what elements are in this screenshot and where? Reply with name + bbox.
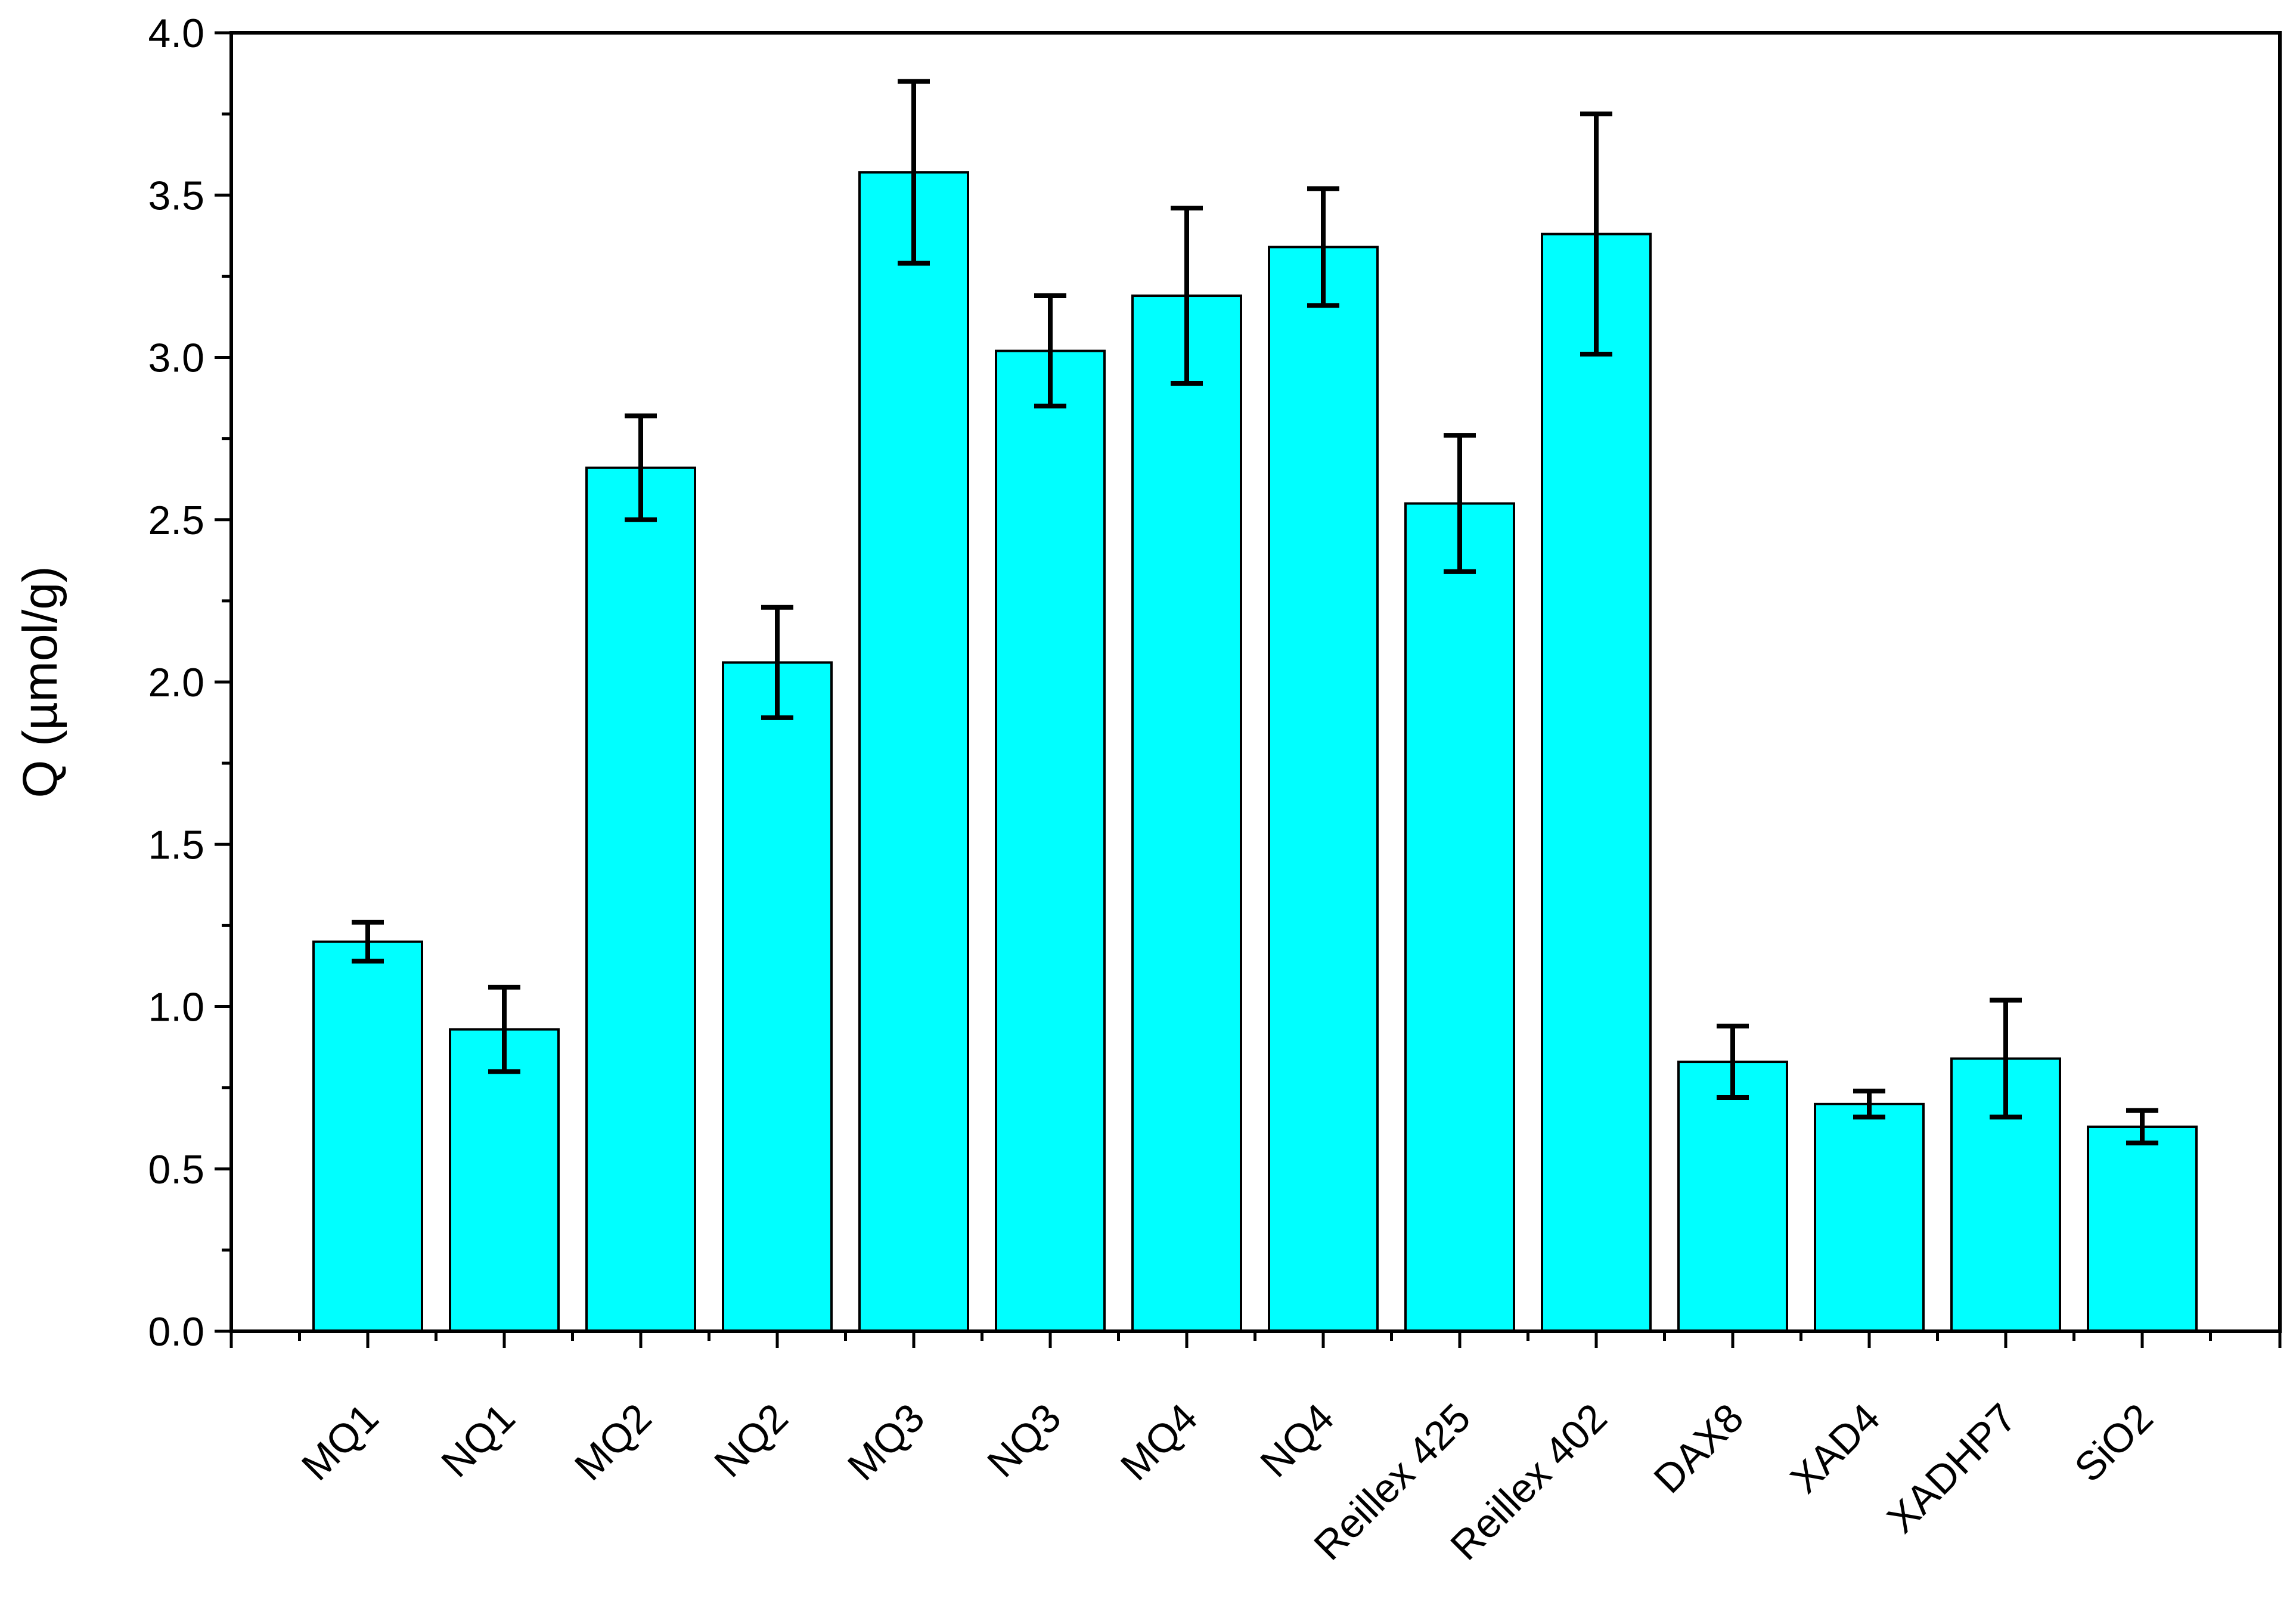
y-tick-label: 1.0 — [148, 985, 204, 1030]
x-tick-label: MQ1 — [293, 1395, 387, 1489]
error-bars-group — [352, 79, 2158, 1146]
bar-mq4 — [1131, 295, 1242, 1332]
y-tick-label: 3.0 — [148, 336, 204, 381]
bar-nq4 — [1268, 246, 1379, 1332]
y-tick-label: 2.0 — [148, 660, 204, 705]
y-tick-label: 0.5 — [148, 1147, 204, 1192]
bar-nq3 — [995, 349, 1106, 1332]
x-tick-label: XAD4 — [1782, 1395, 1888, 1502]
bar-sio2 — [2087, 1125, 2198, 1332]
y-tick-label: 2.5 — [148, 498, 204, 543]
x-tick-label: XADHP7 — [1878, 1395, 2025, 1542]
x-tick-label: MQ4 — [1112, 1395, 1206, 1489]
bar-nq1 — [449, 1028, 560, 1332]
y-axis-label: Q (µmol/g) — [13, 566, 67, 798]
y-tick-label: 1.5 — [148, 822, 204, 867]
y-tick-label: 4.0 — [148, 11, 204, 56]
bars-group — [312, 171, 2198, 1333]
bar-reillex-402 — [1541, 233, 1652, 1333]
x-tick-label: MQ3 — [839, 1395, 933, 1489]
bar-mq2 — [585, 466, 696, 1332]
x-tick-label: NQ2 — [706, 1395, 797, 1486]
y-axis-ticks: 0.0 0.5 1.0 1.5 2.0 2.5 3.0 3.5 4.0 — [148, 11, 231, 1355]
bar-nq2 — [722, 661, 833, 1332]
x-tick-label: NQ4 — [1252, 1395, 1343, 1486]
x-tick-label: MQ2 — [566, 1395, 660, 1489]
bar-dax8 — [1677, 1061, 1788, 1332]
bar-mq1 — [312, 940, 423, 1332]
x-tick-label: NQ3 — [979, 1395, 1070, 1486]
bar-xad4 — [1814, 1102, 1925, 1332]
x-tick-label: NQ1 — [433, 1395, 524, 1486]
bar-mq3 — [858, 171, 969, 1332]
y-tick-label: 0.0 — [148, 1309, 204, 1355]
x-tick-label: SiO2 — [2066, 1395, 2162, 1491]
x-tick-label: DAX8 — [1645, 1395, 1752, 1502]
bar-reillex-425 — [1404, 502, 1515, 1332]
y-tick-label: 3.5 — [148, 173, 204, 218]
